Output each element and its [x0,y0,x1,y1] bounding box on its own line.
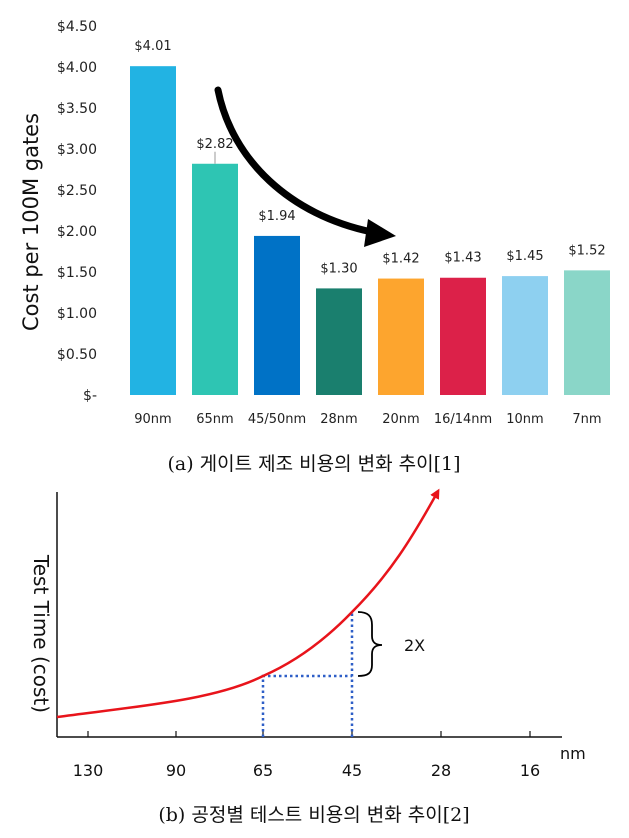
x-tick-label: 45 [342,761,362,780]
category-label: 65nm [196,412,233,427]
data-label: $4.01 [134,39,171,54]
y-tick-label: $2.50 [57,183,97,199]
x-tick-label: 28 [431,761,451,780]
x-ticks: 130 90 65 45 28 16 [73,731,540,780]
guide-65 [261,674,352,737]
x-axis-label: nm [560,744,586,763]
trend-arrow [214,86,376,236]
brace [357,611,383,677]
category-label: 7nm [572,412,601,427]
x-tick-label: 90 [166,761,186,780]
x-tick-label: 130 [73,761,104,780]
category-label: 45/50nm [248,412,306,427]
annotation-2x: 2X [404,636,425,655]
test-time-curve [56,488,440,719]
caption-b: (b) 공정별 테스트 비용의 변화 추이[2] [158,804,469,826]
bar-chart-gate-cost: Cost per 100M gates $- $0.50 $1.00 $1.50 $2.… [19,19,610,475]
y-tick-label: $0.50 [57,347,97,363]
bar-16-14nm [440,277,486,395]
bars [130,66,610,396]
data-label: $2.82 [196,137,233,152]
data-label: $1.30 [320,261,357,276]
bar-7nm [564,270,610,395]
y-axis-label: Cost per 100M gates [19,113,43,331]
y-axis-label: Test Time (cost) [29,554,53,713]
y-tick-label: $- [83,388,97,404]
category-label: 90nm [134,412,171,427]
x-tick-label: 65 [253,761,273,780]
bar-20nm [378,278,424,395]
data-label: $1.45 [506,249,543,264]
category-label: 16/14nm [434,412,492,427]
bar-10nm [502,276,548,395]
line-chart-test-time: Test Time (cost) 130 90 65 45 28 16 nm 2X (b)… [29,488,586,826]
bar-45-50nm [254,235,300,395]
data-label: $1.94 [258,209,295,224]
y-tick-label: $1.50 [57,265,97,281]
bar-28nm [316,288,362,395]
category-label: 28nm [320,412,357,427]
data-label: $1.43 [444,251,481,266]
data-label: $1.42 [382,252,419,267]
data-labels: $4.01 $2.82 $1.94 $1.30 $1.42 $1.43 $1.45 $1.52 [134,39,605,276]
bar-65nm [192,163,238,395]
x-tick-label: 16 [520,761,540,780]
bar-90nm [130,66,176,396]
category-label: 10nm [506,412,543,427]
y-tick-label: $4.50 [57,19,97,35]
y-tick-label: $1.00 [57,306,97,322]
y-tick-label: $3.50 [57,101,97,117]
category-labels: 90nm 65nm 45/50nm 28nm 20nm 16/14nm 10nm 7nm [134,412,601,427]
y-ticks: $- $0.50 $1.00 $1.50 $2.00 $2.50 $3.00 $3.50 $4.… [57,19,97,404]
y-tick-label: $4.00 [57,60,97,76]
caption-a: (a) 게이트 제조 비용의 변화 추이[1] [167,453,460,475]
y-tick-label: $3.00 [57,142,97,158]
y-tick-label: $2.00 [57,224,97,240]
category-label: 20nm [382,412,419,427]
trend-arrowhead [364,219,396,247]
data-label: $1.52 [568,243,605,258]
